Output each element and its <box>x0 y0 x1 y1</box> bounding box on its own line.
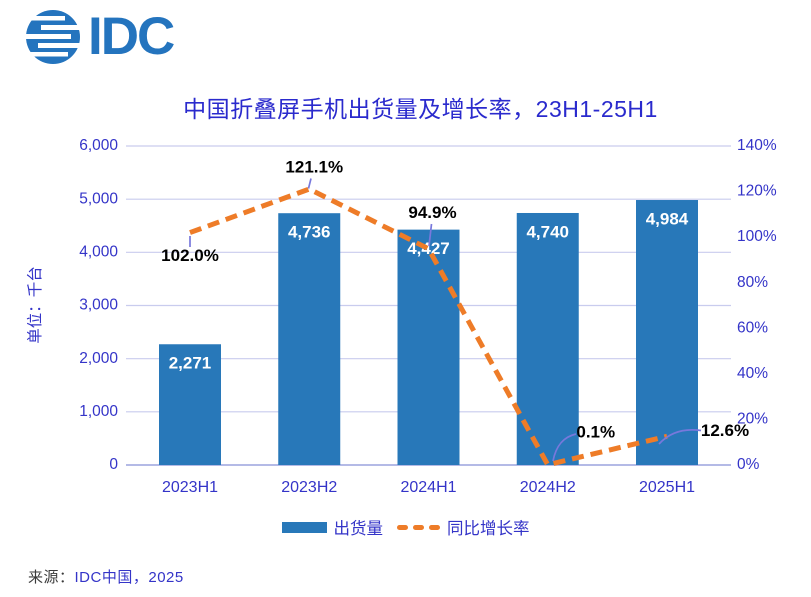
x-axis-label: 2024H2 <box>520 479 576 496</box>
x-axis-label: 2024H1 <box>400 479 456 496</box>
left-axis-tick-label: 2,000 <box>79 350 118 367</box>
bar-value-label: 4,984 <box>646 210 689 229</box>
label-leader-line <box>307 178 312 189</box>
growth-legend-label: 同比增长率 <box>447 520 530 538</box>
left-axis-tick-label: 1,000 <box>79 403 118 420</box>
growth-value-label: 121.1% <box>285 158 343 177</box>
chart-title: 中国折叠屏手机出货量及增长率，23H1-25H1 <box>183 96 658 122</box>
left-axis-tick-label: 5,000 <box>79 190 118 207</box>
growth-value-label: 94.9% <box>408 203 456 222</box>
left-axis-title: 单位：千台 <box>26 266 44 344</box>
x-axis-label: 2023H1 <box>162 479 218 496</box>
growth-legend-dash-icon <box>397 524 440 530</box>
idc-globe-icon <box>25 10 81 64</box>
bar-value-label: 4,427 <box>407 239 450 258</box>
bar-value-label: 4,736 <box>288 223 331 242</box>
growth-value-label: 0.1% <box>576 422 615 441</box>
idc-logo: IDC <box>25 7 175 66</box>
source-prefix: 来源： <box>28 569 75 586</box>
growth-value-label: 12.6% <box>701 421 749 440</box>
bar-2025H1 <box>636 200 698 465</box>
right-axis-tick-label: 80% <box>737 274 768 291</box>
shipments-legend-swatch <box>281 521 327 533</box>
right-axis-tick-label: 120% <box>737 183 777 200</box>
legend-item-growth: 同比增长率 <box>397 515 530 539</box>
legend-item-shipments: 出货量 <box>281 515 384 539</box>
label-leader-line <box>552 433 577 462</box>
bar-2023H1 <box>159 344 221 465</box>
bar-value-label: 2,271 <box>169 354 212 373</box>
left-axis-tick-label: 6,000 <box>79 137 118 154</box>
bar-value-label: 4,740 <box>526 222 569 241</box>
left-axis-tick-label: 4,000 <box>79 243 118 260</box>
source-text: IDC中国，2025 <box>74 569 184 586</box>
left-axis-tick-label: 0 <box>109 456 118 473</box>
label-leader-line <box>658 429 702 445</box>
right-axis-tick-label: 60% <box>737 319 768 336</box>
x-axis-label: 2025H1 <box>639 479 695 496</box>
right-axis-tick-label: 20% <box>737 411 768 428</box>
right-axis-tick-label: 140% <box>737 137 777 154</box>
bar-2023H2 <box>278 213 341 465</box>
right-axis-tick-label: 40% <box>737 365 768 382</box>
shipments-legend-label: 出货量 <box>333 520 384 538</box>
growth-value-label: 102.0% <box>161 246 219 265</box>
growth-line <box>189 186 668 468</box>
idc-logo-text: IDC <box>88 7 175 66</box>
label-leader-line <box>428 223 433 247</box>
source-line: 来源：IDC中国，2025 <box>28 566 184 587</box>
right-axis-tick-label: 100% <box>737 228 777 245</box>
x-axis-label: 2023H2 <box>281 479 337 496</box>
right-axis-tick-label: 0% <box>737 456 760 473</box>
chart-legend: 出货量 同比增长率 <box>0 515 811 539</box>
bar-2024H1 <box>397 229 460 465</box>
left-axis-tick-label: 3,000 <box>79 297 118 314</box>
